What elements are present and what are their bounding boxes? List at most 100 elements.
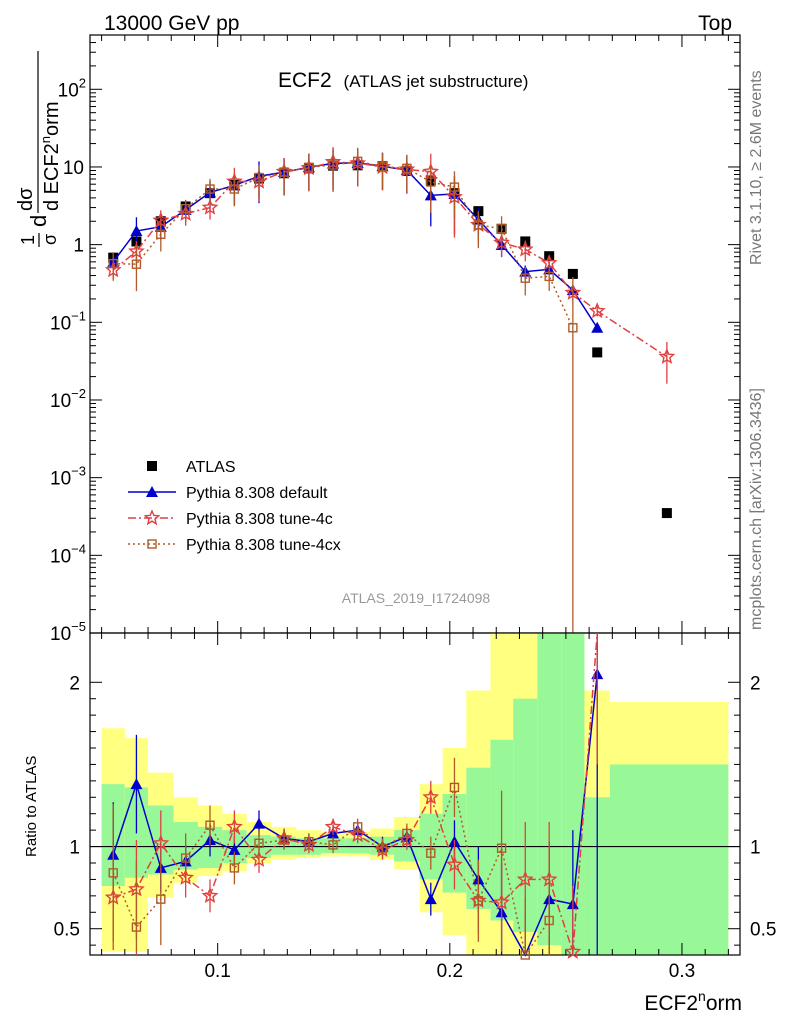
ratio-point-pythia-8-308-tune-4cx	[131, 922, 142, 932]
data-point-pythia-8-308-default	[130, 224, 143, 236]
data-point-pythia-8-308-tune-4cx	[279, 167, 289, 177]
band-green	[345, 838, 371, 854]
process-label: Top	[698, 12, 732, 35]
data-point-pythia-8-308-tune-4cx	[568, 323, 578, 333]
ratio-point-pythia-8-308-tune-4c	[516, 870, 534, 887]
ratio-point-pythia-8-308-tune-4cx	[156, 894, 166, 904]
data-point-pythia-8-308-tune-4c	[658, 347, 676, 364]
ratio-point-pythia-8-308-tune-4cx	[402, 828, 412, 839]
main-ylabel: 1 σ d dσ d ECF2norm	[15, 51, 63, 247]
plot-title-sub: (ATLAS jet substructure)	[344, 72, 529, 91]
data-point-pythia-8-308-tune-4cx	[496, 224, 507, 234]
ratio-point-pythia-8-308-tune-4c	[564, 942, 582, 959]
ratio-y-tick-label-right: 1	[750, 838, 761, 859]
ratio-point-pythia-8-308-tune-4cx	[449, 782, 460, 793]
data-point-pythia-8-308-tune-4cx	[473, 220, 484, 230]
ratio-point-pythia-8-308-default	[253, 817, 265, 829]
y-tick-label: 10−1	[50, 308, 86, 334]
ratio-point-pythia-8-308-tune-4c	[250, 850, 268, 867]
band-green	[561, 633, 585, 955]
ratio-point-pythia-8-308-tune-4cx	[426, 848, 436, 858]
x-tick-label: 0.3	[669, 961, 695, 982]
mcplots-label: mcplots.cern.ch [arXiv:1306.3436]	[748, 388, 765, 630]
ratio-y-tick-label: 2	[69, 673, 80, 694]
ratio-point-pythia-8-308-tune-4cx	[108, 868, 118, 878]
y-tick-label: 10−4	[50, 541, 86, 567]
ratio-point-pythia-8-308-default	[130, 778, 143, 790]
data-point-pythia-8-308-tune-4cx	[377, 161, 388, 172]
series-line-pythia-8-308-tune-4c	[112, 161, 668, 358]
ratio-point-pythia-8-308-tune-4cx	[377, 843, 388, 853]
data-point-pythia-8-308-tune-4cx	[131, 259, 142, 269]
data-point-pythia-8-308-tune-4cx	[254, 172, 264, 183]
data-point-atlas	[592, 347, 603, 358]
x-tick-label: 0.2	[437, 961, 463, 982]
ratio-point-pythia-8-308-tune-4cx	[473, 896, 484, 906]
data-point-pythia-8-308-tune-4cx	[352, 156, 363, 167]
legend-marker-pythia-8-308-tune-4c	[143, 509, 161, 526]
ylabel-one-over-sigma: 1	[18, 235, 38, 245]
ratio-point-pythia-8-308-tune-4c	[349, 826, 367, 843]
data-point-pythia-8-308-tune-4cx	[544, 271, 554, 282]
ratio-point-pythia-8-308-tune-4cx	[304, 836, 314, 847]
ratio-point-pythia-8-308-tune-4c	[152, 834, 170, 851]
band-green	[610, 764, 729, 955]
x-axis-label: ECF2norm	[644, 988, 742, 1015]
ratio-panel: 0.1 0.2 0.3 0.5 0.5 1 1 2 2	[54, 632, 776, 982]
ratio-frame	[89, 632, 741, 956]
ylabel-d: d	[26, 215, 51, 227]
data-point-atlas	[661, 508, 672, 519]
y-tick-label: 10	[63, 158, 84, 179]
data-point-pythia-8-308-tune-4c	[516, 240, 534, 257]
data-point-pythia-8-308-tune-4cx	[520, 273, 530, 283]
ylabel-sigma: σ	[40, 234, 60, 245]
band-green	[537, 633, 562, 946]
ratio-y-tick-label: 0.5	[54, 920, 80, 941]
ratio-point-pythia-8-308-tune-4cx	[254, 838, 264, 848]
legend-label-atlas: ATLAS	[186, 459, 236, 476]
ratio-ylabel: Ratio to ATLAS	[23, 756, 40, 857]
ratio-point-pythia-8-308-tune-4cx	[352, 822, 363, 832]
data-point-pythia-8-308-tune-4cx	[156, 229, 166, 239]
ratio-line-pythia-8-308-tune-4c	[112, 632, 598, 952]
ratio-point-pythia-8-308-tune-4cx	[520, 950, 530, 960]
legend-label-pythia-8-308-tune-4cx: Pythia 8.308 tune-4cx	[186, 537, 341, 554]
plot-title: ECF2 (ATLAS jet substructure)	[278, 69, 528, 92]
ratio-point-pythia-8-308-tune-4c	[225, 818, 243, 834]
y-tick-label: 10−3	[50, 464, 86, 490]
x-tick-label: 0.1	[204, 961, 230, 982]
ratio-point-pythia-8-308-tune-4c	[324, 818, 342, 834]
ratio-point-pythia-8-308-tune-4cx	[496, 843, 507, 853]
legend-label-pythia-8-308-default: Pythia 8.308 default	[186, 485, 328, 502]
data-point-pythia-8-308-tune-4cx	[205, 184, 215, 194]
data-point-atlas	[567, 268, 578, 279]
data-point-pythia-8-308-tune-4cx	[449, 182, 460, 192]
ratio-point-pythia-8-308-tune-4cx	[279, 835, 289, 845]
data-point-pythia-8-308-tune-4cx	[108, 258, 118, 269]
main-panel: 10−5 10−4 10−3 10−2 10−1 1 10 102	[50, 34, 741, 645]
y-tick-label: 102	[58, 75, 86, 101]
data-point-pythia-8-308-default	[591, 321, 604, 333]
ratio-point-pythia-8-308-default	[424, 893, 437, 905]
legend-marker-atlas	[147, 461, 157, 471]
data-point-pythia-8-308-tune-4cx	[328, 160, 338, 170]
beam-label: 13000 GeV pp	[104, 12, 239, 35]
data-point-pythia-8-308-tune-4cx	[229, 184, 240, 194]
ylabel-dsigma: dσ	[15, 187, 37, 211]
data-point-pythia-8-308-tune-4c	[588, 302, 606, 319]
legend-marker-pythia-8-308-default	[146, 486, 158, 497]
ratio-point-pythia-8-308-default	[228, 843, 241, 855]
ratio-point-pythia-8-308-tune-4cx	[205, 820, 215, 830]
ratio-y-tick-label-right: 2	[750, 673, 761, 694]
ratio-point-pythia-8-308-tune-4c	[446, 855, 463, 872]
data-point-pythia-8-308-tune-4cx	[180, 204, 191, 214]
rivet-version-label: Rivet 3.1.10, ≥ 2.6M events	[748, 70, 765, 265]
ratio-point-pythia-8-308-tune-4cx	[328, 840, 338, 850]
ratio-y-tick-label-right: 0.5	[750, 920, 776, 941]
ratio-point-pythia-8-308-tune-4c	[201, 887, 219, 903]
y-tick-label: 10−2	[50, 386, 86, 412]
analysis-id: ATLAS_2019_I1724098	[342, 590, 491, 606]
legend-label-pythia-8-308-tune-4c: Pythia 8.308 tune-4c	[186, 511, 333, 528]
data-point-pythia-8-308-tune-4cx	[426, 177, 436, 187]
